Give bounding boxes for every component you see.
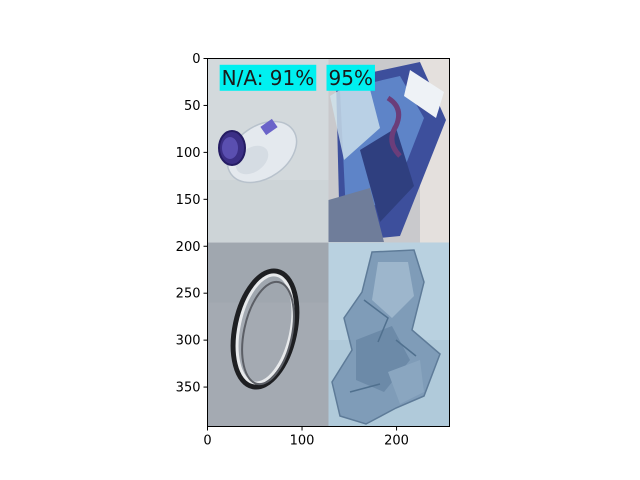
x-tick-label: 0 [203, 434, 211, 449]
image-area [207, 58, 450, 427]
y-tick-label: 300 [176, 334, 201, 349]
bag-icon [331, 249, 441, 425]
y-tick-label: 100 [176, 146, 201, 161]
y-tick-label: 200 [176, 240, 201, 255]
detection-label: N/A: 91% [219, 64, 317, 91]
x-tick-label: 100 [290, 434, 315, 449]
axes-frame [207, 58, 450, 427]
y-tick-label: 150 [176, 193, 201, 208]
ring-icon [230, 268, 300, 390]
tile-metal-ring [207, 242, 329, 427]
detection-label-box [219, 64, 317, 91]
detection-label-text: N/A: 91% [222, 66, 315, 90]
y-tick-label: 0 [192, 52, 200, 67]
x-axis: 0 100 200 [203, 426, 409, 449]
y-tick-label: 250 [176, 287, 201, 302]
y-axis: 0 50 100 150 200 250 300 350 [176, 52, 208, 396]
detection-label-box [326, 64, 375, 91]
y-tick-label: 350 [176, 381, 201, 396]
detection-annotations: N/A: 91% 95% [219, 64, 375, 91]
detection-label: 95% [326, 64, 375, 91]
y-tick-label: 50 [184, 99, 201, 114]
tile-crumpled-plastic-bag [328, 242, 450, 427]
bottle-icon [218, 118, 298, 184]
tile-printed-paper-carton [328, 58, 450, 243]
detection-label-text: 95% [329, 66, 373, 90]
x-tick-label: 200 [384, 434, 409, 449]
